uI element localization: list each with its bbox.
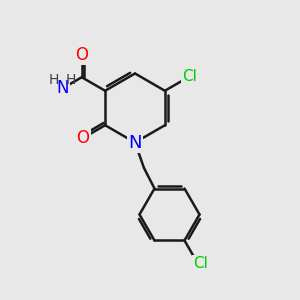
Text: H: H <box>65 73 76 87</box>
Text: N: N <box>128 134 142 152</box>
Text: O: O <box>76 129 89 147</box>
Text: Cl: Cl <box>193 256 208 271</box>
Text: Cl: Cl <box>182 69 197 84</box>
Text: O: O <box>75 46 88 64</box>
Text: H: H <box>49 73 59 87</box>
Text: N: N <box>56 80 68 98</box>
